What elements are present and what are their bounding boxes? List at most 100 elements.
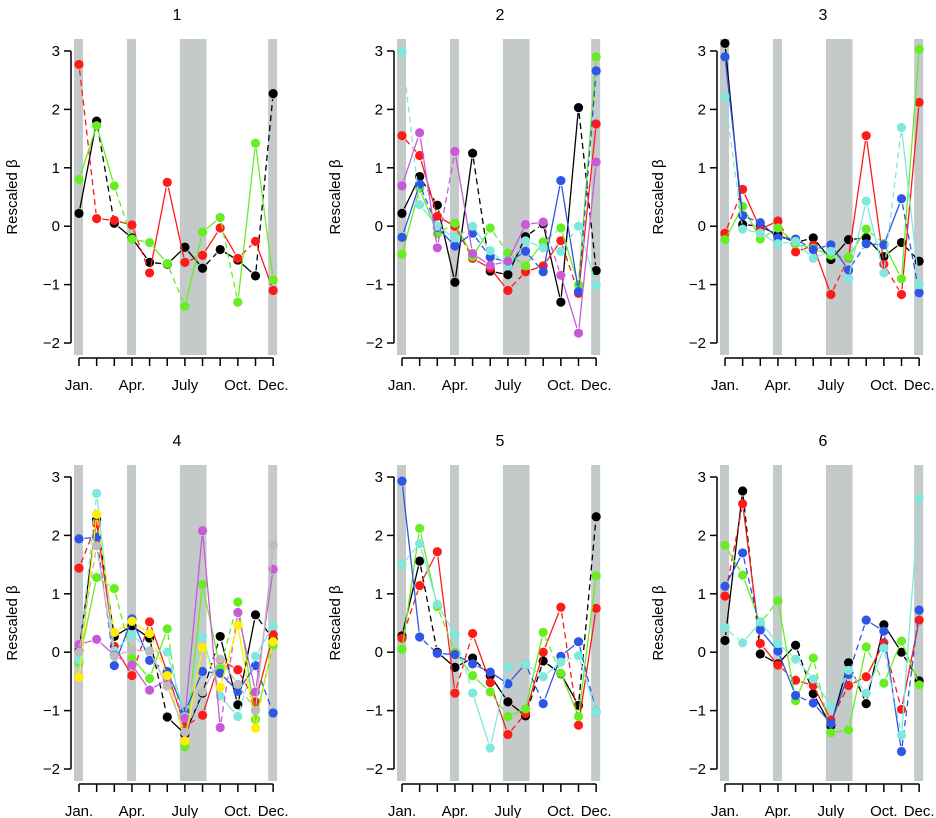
series-line-segment xyxy=(765,222,774,228)
series-line-segment xyxy=(764,225,775,235)
x-tick-label: Jan. xyxy=(388,803,416,818)
series-line-segment xyxy=(564,644,575,654)
series-line-segment xyxy=(866,141,884,259)
series-line-segment xyxy=(151,638,166,671)
data-point xyxy=(162,258,172,269)
data-point xyxy=(556,297,566,307)
data-point xyxy=(74,672,84,682)
data-point xyxy=(720,635,730,646)
series-line-segment xyxy=(781,668,792,678)
data-point xyxy=(468,688,478,698)
data-point xyxy=(879,268,889,278)
data-point xyxy=(485,252,495,262)
series-line-segment xyxy=(902,645,918,681)
y-tick-label: 2 xyxy=(375,101,383,118)
data-point xyxy=(720,91,730,102)
series-line-segment xyxy=(257,630,271,652)
data-point xyxy=(861,131,871,141)
series-line-segment xyxy=(185,642,202,712)
series-line-segment xyxy=(255,550,274,706)
series-line-segment xyxy=(455,158,473,277)
series-black xyxy=(397,512,601,721)
data-point xyxy=(755,638,765,649)
series-line-segment xyxy=(884,653,902,730)
x-tick-label: Oct. xyxy=(547,803,575,818)
series-line-segment xyxy=(543,185,561,267)
series-line-segment xyxy=(747,229,756,233)
data-point xyxy=(92,214,102,224)
series-line-segment xyxy=(886,268,900,291)
series-line-segment xyxy=(441,218,451,225)
data-point xyxy=(92,541,102,551)
data-point xyxy=(432,648,442,658)
data-point xyxy=(573,637,584,647)
series-line-segment xyxy=(747,217,756,222)
series-line-segment xyxy=(800,238,809,242)
data-point xyxy=(415,538,425,549)
series-line-segment xyxy=(544,637,560,669)
data-point xyxy=(468,228,478,238)
data-point xyxy=(826,701,836,711)
data-point xyxy=(738,224,748,234)
series-line-segment xyxy=(578,167,597,328)
y-axis-label: Rescaled β xyxy=(327,585,344,661)
data-point xyxy=(503,270,513,280)
y-tick-label: 0 xyxy=(52,644,60,661)
data-point xyxy=(197,263,208,273)
data-point xyxy=(591,52,601,62)
panel-title: 5 xyxy=(496,433,505,450)
series-line-segment xyxy=(403,181,418,209)
data-point xyxy=(914,44,924,54)
series-line-segment xyxy=(816,706,828,720)
shaded-band xyxy=(397,39,406,355)
series-line-segment xyxy=(185,237,202,302)
data-point xyxy=(233,679,243,689)
x-tick-label: Jan. xyxy=(388,377,416,394)
panel-3: 3 −2 −1 0 1 2 3 Rescaled β Jan. Apr. July Oct. Dec. xyxy=(650,7,935,394)
data-point xyxy=(791,236,801,246)
data-point xyxy=(538,672,548,682)
series-line-segment xyxy=(441,655,452,665)
data-point xyxy=(720,38,730,49)
data-point xyxy=(92,572,102,583)
series-red xyxy=(74,59,278,296)
data-point xyxy=(720,235,730,245)
data-point xyxy=(503,697,513,707)
series-line-segment xyxy=(492,679,506,698)
series-line-segment xyxy=(102,218,109,221)
data-point xyxy=(92,634,102,644)
series-line-segment xyxy=(495,261,503,265)
x-tick-label: Dec. xyxy=(258,377,289,394)
data-point xyxy=(268,540,278,550)
x-tick-label: Apr. xyxy=(442,377,469,394)
data-point xyxy=(791,675,801,685)
data-point xyxy=(773,216,783,226)
y-tick-label: −1 xyxy=(366,703,383,720)
data-point xyxy=(432,243,442,253)
data-point xyxy=(268,285,278,296)
series-line-segment xyxy=(256,639,273,697)
data-point xyxy=(180,257,190,268)
data-point xyxy=(808,244,818,255)
series-line-segment xyxy=(459,235,469,244)
series-line-segment xyxy=(459,228,469,236)
data-point xyxy=(556,176,566,186)
series-line-segment xyxy=(423,640,434,651)
data-point xyxy=(485,246,495,256)
series-line-segment xyxy=(401,486,420,632)
data-point xyxy=(397,46,407,57)
data-point xyxy=(415,556,425,566)
data-point xyxy=(914,288,924,298)
data-point xyxy=(573,287,584,297)
panel-title: 3 xyxy=(819,7,828,24)
series-line-segment xyxy=(547,663,557,672)
data-point xyxy=(573,720,584,730)
data-point xyxy=(591,157,601,167)
series-line-segment xyxy=(437,156,455,243)
y-tick-label: 3 xyxy=(375,469,383,486)
shaded-band xyxy=(825,39,853,355)
data-point xyxy=(591,66,601,76)
series-line-segment xyxy=(836,730,844,733)
series-line-segment xyxy=(851,247,864,266)
series-line-segment xyxy=(727,549,741,571)
